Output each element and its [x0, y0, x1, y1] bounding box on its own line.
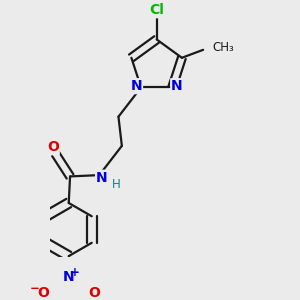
Text: O: O: [38, 286, 50, 300]
Text: O: O: [47, 140, 59, 154]
Text: Cl: Cl: [149, 3, 164, 17]
Text: H: H: [112, 178, 121, 191]
Text: N: N: [96, 171, 108, 185]
Text: CH₃: CH₃: [212, 41, 234, 54]
Text: −: −: [30, 282, 40, 295]
Text: O: O: [88, 286, 100, 300]
Text: +: +: [70, 266, 80, 279]
Text: N: N: [63, 270, 74, 284]
Text: N: N: [130, 79, 142, 93]
Text: N: N: [171, 79, 183, 93]
